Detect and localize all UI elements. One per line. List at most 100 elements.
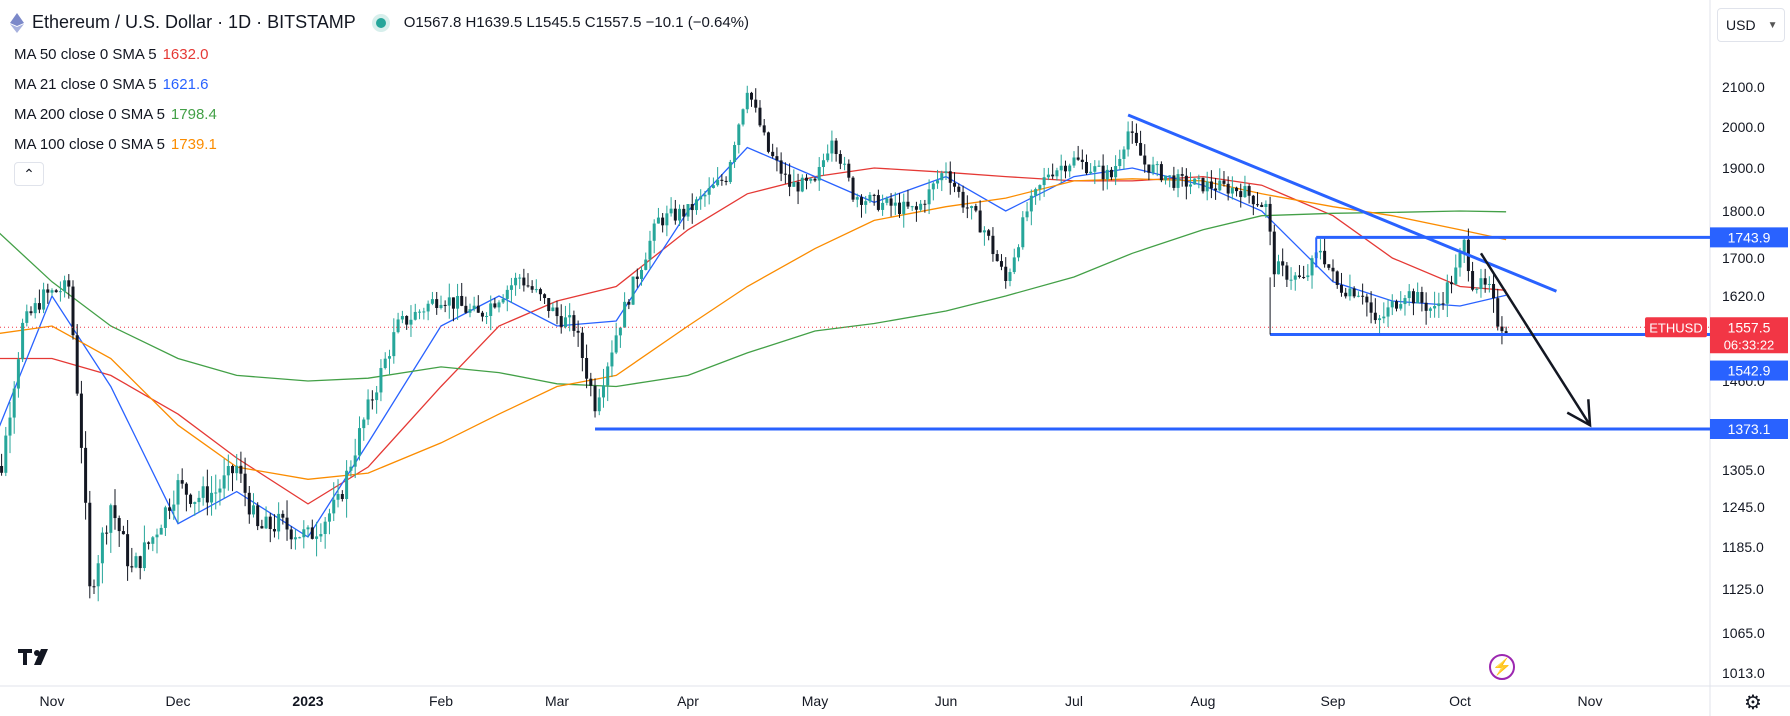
lightning-icon[interactable]: ⚡ bbox=[1489, 654, 1515, 680]
candle-body bbox=[8, 417, 12, 436]
x-tick-label: Mar bbox=[545, 693, 569, 709]
candle-body bbox=[601, 385, 605, 398]
tradingview-logo[interactable] bbox=[18, 647, 56, 667]
candle-body bbox=[84, 447, 88, 503]
candle-body bbox=[71, 286, 75, 336]
candle-body bbox=[121, 531, 125, 535]
indicator-ma21[interactable]: MA 21 close 0 SMA 5 1621.6 bbox=[14, 76, 208, 93]
candle-body bbox=[1151, 164, 1155, 173]
candle-body bbox=[682, 208, 686, 217]
candle-body bbox=[745, 92, 749, 110]
candle-body bbox=[88, 502, 92, 587]
candle-body bbox=[260, 526, 264, 529]
candle-body bbox=[758, 107, 762, 126]
candle-body bbox=[435, 299, 439, 308]
candle-body bbox=[264, 516, 268, 529]
candle-body bbox=[1251, 195, 1255, 205]
candle-body bbox=[618, 327, 622, 336]
indicator-value: 1621.6 bbox=[162, 76, 209, 93]
candle-body bbox=[1395, 301, 1398, 309]
collapse-indicators-button[interactable]: ⌃ bbox=[14, 162, 44, 186]
candle-body bbox=[530, 286, 534, 290]
candle-body bbox=[1450, 282, 1454, 285]
candle-body bbox=[1335, 271, 1339, 285]
candle-body bbox=[1365, 296, 1369, 303]
candle-body bbox=[737, 124, 741, 146]
candle-body bbox=[1268, 203, 1272, 232]
gear-icon[interactable]: ⚙ bbox=[1744, 692, 1762, 714]
candle-body bbox=[1331, 267, 1335, 272]
indicator-value: 1798.4 bbox=[170, 106, 217, 123]
candle-body bbox=[1089, 171, 1093, 174]
candle-body bbox=[1239, 191, 1243, 198]
candle-body bbox=[130, 566, 134, 568]
projection-arrow-shaft bbox=[1479, 252, 1592, 426]
candle-body bbox=[927, 189, 931, 205]
candle-body bbox=[817, 167, 821, 181]
candle-body bbox=[1339, 284, 1343, 293]
symbol-title[interactable]: Ethereum / U.S. Dollar · 1D · BITSTAMP bbox=[32, 12, 356, 32]
candle-body bbox=[1289, 279, 1293, 281]
candle-body bbox=[392, 332, 396, 357]
candle-body bbox=[159, 527, 163, 535]
candle-body bbox=[733, 145, 737, 162]
indicator-ma200[interactable]: MA 200 close 0 SMA 5 1798.4 bbox=[14, 106, 217, 123]
candle-body bbox=[163, 507, 167, 528]
candle-body bbox=[184, 483, 188, 495]
candle-body bbox=[999, 261, 1003, 267]
candle-body bbox=[543, 294, 547, 299]
candle-body bbox=[881, 202, 885, 210]
candle-body bbox=[805, 177, 809, 181]
candle-body bbox=[67, 280, 71, 287]
candle-body bbox=[357, 428, 361, 456]
indicator-ma50[interactable]: MA 50 close 0 SMA 5 1632.0 bbox=[14, 46, 208, 63]
candle-body bbox=[489, 303, 493, 316]
candle-body bbox=[1492, 283, 1496, 299]
candle-body bbox=[1093, 166, 1097, 172]
candle-body bbox=[155, 534, 159, 538]
candle-body bbox=[205, 486, 209, 503]
candle-body bbox=[138, 556, 142, 569]
candle-body bbox=[978, 210, 982, 233]
candle-body bbox=[631, 276, 635, 305]
candle-body bbox=[716, 179, 720, 186]
ma-series-line bbox=[0, 210, 1507, 388]
candle-body bbox=[497, 302, 501, 308]
x-tick-label: Jun bbox=[935, 693, 958, 709]
price-tag-bg bbox=[1710, 227, 1788, 248]
candle-body bbox=[383, 358, 387, 369]
candle-body bbox=[37, 303, 41, 310]
candle-body bbox=[563, 317, 567, 328]
candle-body bbox=[686, 204, 690, 217]
candle-body bbox=[1004, 266, 1008, 282]
candle-body bbox=[1433, 306, 1437, 309]
candle-body bbox=[1458, 252, 1462, 268]
time-axis[interactable]: Nov Dec 2023 Feb Mar Apr May Jun Jul Aug Sep Oct Nov bbox=[40, 693, 1603, 709]
candle-body bbox=[1272, 231, 1276, 275]
currency-selector[interactable]: USD ▼ bbox=[1717, 8, 1785, 42]
candle-body bbox=[656, 217, 660, 224]
candle-body bbox=[771, 151, 775, 157]
candle-body bbox=[1454, 267, 1458, 285]
candle-body bbox=[1356, 295, 1360, 297]
candle-body bbox=[1247, 186, 1251, 196]
candle-body bbox=[447, 297, 451, 306]
candle-body bbox=[876, 195, 880, 210]
candle-body bbox=[838, 154, 842, 164]
candle-body bbox=[1109, 169, 1113, 178]
price-tag: 1373.1 bbox=[1728, 421, 1771, 437]
candle-body bbox=[323, 521, 327, 535]
candle-body bbox=[1428, 308, 1432, 311]
indicator-ma100[interactable]: MA 100 close 0 SMA 5 1739.1 bbox=[14, 136, 217, 153]
candle-body bbox=[1029, 195, 1033, 212]
candle-body bbox=[147, 542, 151, 544]
candle-body bbox=[1097, 165, 1101, 167]
candle-body bbox=[142, 542, 146, 569]
candle-body bbox=[180, 480, 184, 484]
candle-body bbox=[593, 385, 597, 412]
candle-body bbox=[555, 307, 559, 317]
candle-body bbox=[79, 393, 83, 448]
candle-body bbox=[800, 177, 804, 192]
